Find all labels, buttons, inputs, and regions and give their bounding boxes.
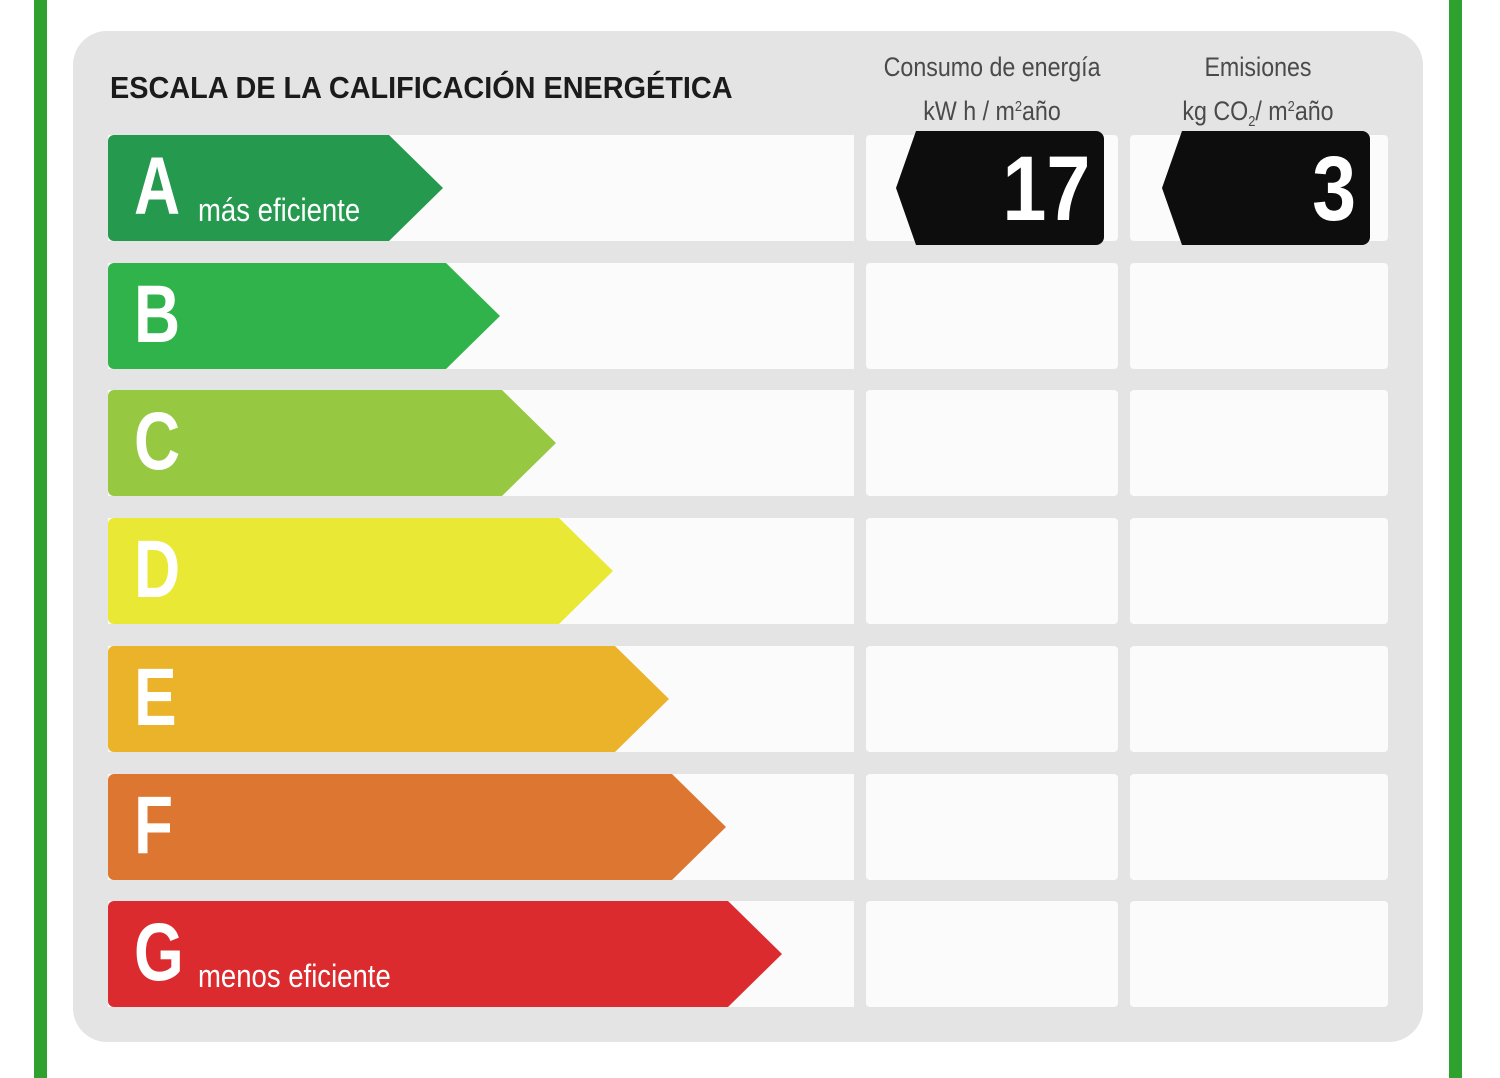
consumo-cell: [866, 390, 1118, 496]
consumo-unit: kW h / m2año: [923, 96, 1061, 126]
emisiones-cell: [1130, 518, 1388, 624]
consumo-column-header: Consumo de energía kW h / m2año: [884, 48, 1101, 131]
rating-letter: E: [134, 652, 177, 743]
scale-title: ESCALA DE LA CALIFICACIÓN ENERGÉTICA: [110, 70, 733, 105]
rating-sub-label: menos eficiente: [198, 958, 391, 994]
emisiones-cell: [1130, 646, 1388, 752]
rating-letter: D: [134, 524, 181, 615]
emisiones-value-text: 3: [1311, 138, 1356, 240]
consumo-cell: [866, 774, 1118, 880]
emisiones-value-tag: 3: [1162, 131, 1370, 245]
consumo-value-text: 17: [1001, 138, 1090, 240]
rating-arrow-c: C: [108, 390, 556, 496]
rating-row-d: D: [108, 518, 1388, 624]
emisiones-cell: [1130, 901, 1388, 1007]
emisiones-unit: kg CO2/ m2año: [1182, 96, 1334, 130]
rating-arrow-b: B: [108, 263, 500, 369]
emisiones-column-header: Emisiones kg CO2/ m2año: [1148, 48, 1368, 141]
consumo-header-label: Consumo de energía: [883, 52, 1101, 82]
rating-arrow-f: F: [108, 774, 726, 880]
left-frame-border: [34, 0, 47, 1078]
rating-arrow-e: E: [108, 646, 669, 752]
consumo-cell: [866, 901, 1118, 1007]
rating-letter: A: [134, 141, 181, 232]
emisiones-cell: [1130, 774, 1388, 880]
emisiones-header-label: Emisiones: [1204, 52, 1312, 82]
rating-letter: C: [134, 396, 181, 487]
rating-letter: F: [134, 780, 174, 871]
rating-letter: G: [134, 907, 184, 998]
consumo-cell: [866, 646, 1118, 752]
rating-sub-label: más eficiente: [198, 192, 361, 228]
consumo-value-tag: 17: [896, 131, 1104, 245]
rating-row-f: F: [108, 774, 1388, 880]
emisiones-cell: [1130, 390, 1388, 496]
consumo-cell: [866, 263, 1118, 369]
consumo-cell: [866, 518, 1118, 624]
emisiones-cell: [1130, 263, 1388, 369]
right-frame-border: [1449, 0, 1462, 1078]
rating-row-b: B: [108, 263, 1388, 369]
rating-arrow-d: D: [108, 518, 613, 624]
rating-row-c: C: [108, 390, 1388, 496]
rating-row-e: E: [108, 646, 1388, 752]
rating-letter: B: [134, 269, 181, 360]
